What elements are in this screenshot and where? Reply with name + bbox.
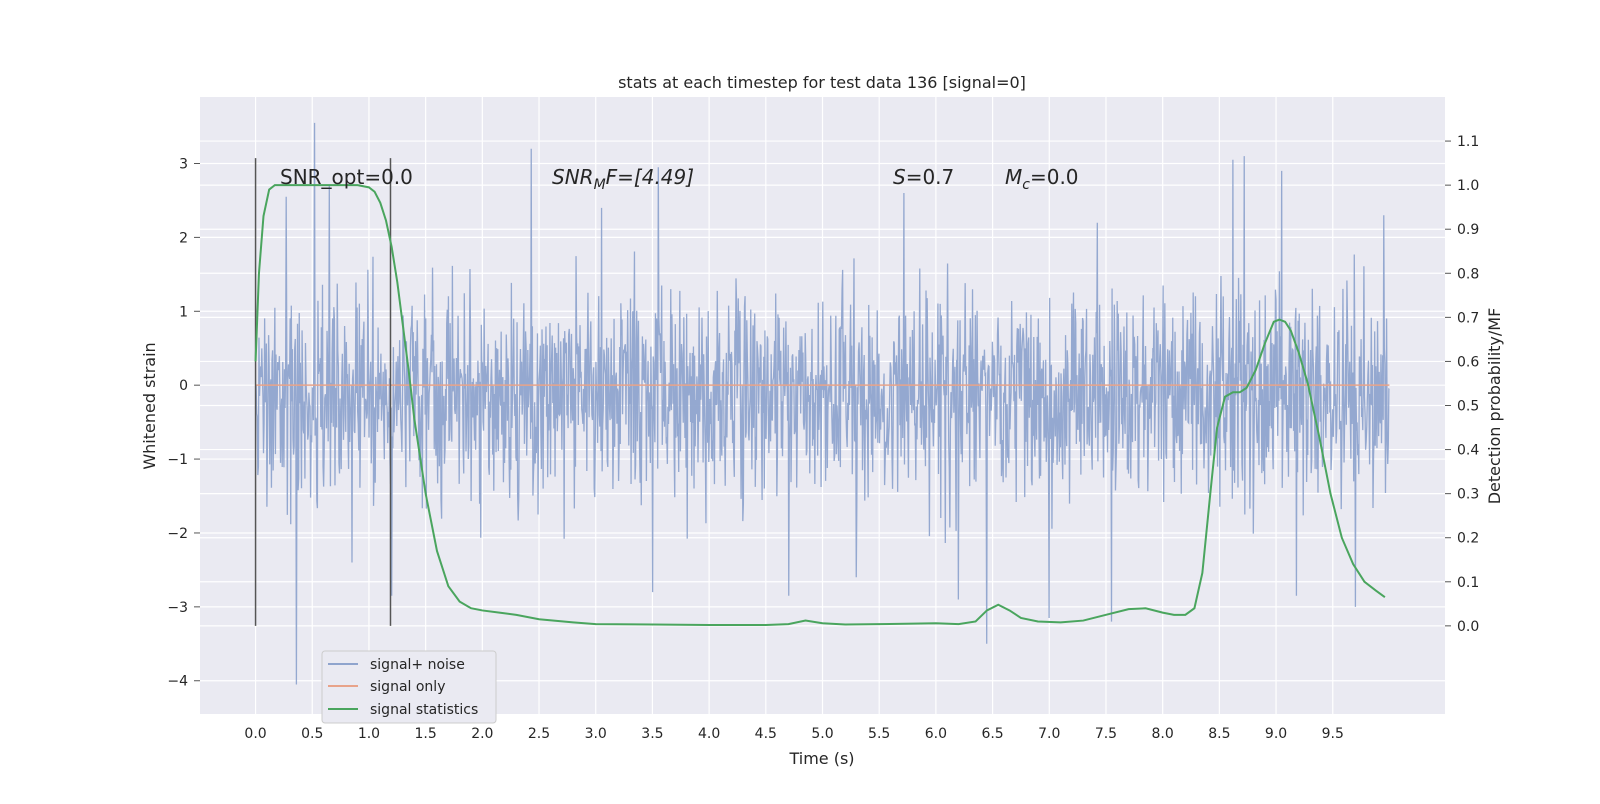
x-tick-label: 4.5: [755, 726, 777, 742]
x-tick-label: 9.0: [1265, 726, 1287, 742]
y-axis-label-left: Whitened strain: [140, 342, 159, 469]
x-tick-label: 6.0: [925, 726, 947, 742]
tick-labels: 0.0 0.5 1.0 1.5 2.0 2.5 3.0 3.5 4.0 4.5 5.0 5.5 6.0 6…: [167, 134, 1479, 742]
x-tick-label: 3.5: [641, 726, 663, 742]
annotation-snr-opt: SNR_opt=0.0: [280, 165, 413, 189]
x-axis-label: Time (s): [788, 749, 854, 768]
legend-label-signal-statistics: signal statistics: [370, 702, 478, 718]
y-left-tick-label: −3: [167, 600, 188, 616]
y-left-tick-label: −2: [167, 526, 188, 542]
legend-label-signal-plus-noise: signal+ noise: [370, 657, 465, 673]
y-right-tick-label: 0.2: [1457, 531, 1479, 547]
annotation-s: S=0.7: [893, 165, 954, 189]
vertical-markers: [254, 158, 392, 626]
x-tick-label: 8.5: [1208, 726, 1230, 742]
series-signal-statistics: [254, 184, 1386, 626]
x-tick-label: 5.0: [811, 726, 833, 742]
chart-title: stats at each timestep for test data 136…: [618, 73, 1026, 92]
y-left-tick-label: 2: [179, 230, 188, 246]
x-tick-label: 0.5: [301, 726, 323, 742]
series-signal-plus-noise: [254, 122, 1390, 685]
y-left-tick-label: −1: [167, 452, 188, 468]
y-right-tick-label: 0.8: [1457, 266, 1479, 282]
x-tick-label: 9.5: [1322, 726, 1344, 742]
legend: signal+ noise signal only signal statist…: [321, 650, 497, 724]
x-tick-label: 7.5: [1095, 726, 1117, 742]
x-tick-label: 8.0: [1152, 726, 1174, 742]
y-left-tick-label: 0: [179, 378, 188, 394]
y-right-tick-label: 0.1: [1457, 575, 1479, 591]
y-right-tick-label: 0.9: [1457, 222, 1479, 238]
x-tick-label: 5.5: [868, 726, 890, 742]
y-right-tick-label: 0.4: [1457, 443, 1479, 459]
x-tick-label: 1.0: [358, 726, 380, 742]
x-tick-label: 0.0: [244, 726, 266, 742]
x-tick-label: 2.0: [471, 726, 493, 742]
legend-label-signal-only: signal only: [370, 679, 445, 695]
annotation-mc: Mc=0.0: [1005, 165, 1079, 193]
x-tick-label: 1.5: [415, 726, 437, 742]
x-tick-label: 3.0: [585, 726, 607, 742]
y-right-tick-label: 0.6: [1457, 354, 1479, 370]
x-tick-label: 4.0: [698, 726, 720, 742]
y-right-tick-label: 0.3: [1457, 487, 1479, 503]
y-right-tick-label: 1.1: [1457, 134, 1479, 150]
signal-statistics-line: [254, 184, 1386, 626]
y-right-tick-label: 0.5: [1457, 399, 1479, 415]
y-right-tick-label: 0.7: [1457, 310, 1479, 326]
y-right-tick-label: 0.0: [1457, 619, 1479, 635]
y-left-tick-label: 1: [179, 304, 188, 320]
legend-box: [321, 650, 497, 724]
x-tick-label: 6.5: [981, 726, 1003, 742]
signal-plus-noise-line: [254, 122, 1390, 685]
y-right-tick-label: 1.0: [1457, 178, 1479, 194]
y-left-tick-label: −4: [167, 674, 188, 690]
x-tick-label: 2.5: [528, 726, 550, 742]
x-tick-label: 7.0: [1038, 726, 1060, 742]
y-axis-label-right: Detection probability/MF: [1485, 308, 1504, 505]
annotation-snr-mf: SNRMF=[4.49]: [552, 165, 694, 193]
y-left-tick-label: 3: [179, 157, 188, 173]
